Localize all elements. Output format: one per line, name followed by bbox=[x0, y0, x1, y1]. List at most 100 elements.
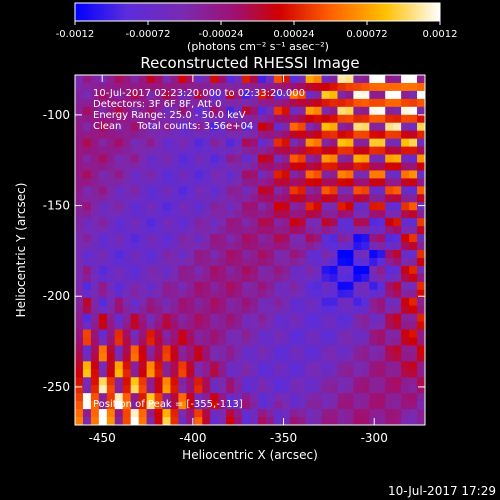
heatmap-cell bbox=[289, 242, 299, 251]
heatmap-cell bbox=[361, 369, 370, 378]
heatmap-cell bbox=[297, 146, 307, 156]
heatmap-cell bbox=[138, 186, 148, 195]
heatmap-cell bbox=[178, 106, 187, 116]
heatmap-cell bbox=[210, 393, 219, 402]
heatmap-cell bbox=[210, 281, 219, 291]
heatmap-cell bbox=[265, 114, 275, 124]
heatmap-cell bbox=[226, 361, 235, 370]
heatmap-cell bbox=[361, 329, 370, 338]
heatmap-cell bbox=[273, 210, 283, 219]
heatmap-cell bbox=[210, 377, 219, 386]
heatmap-cell bbox=[218, 297, 227, 307]
heatmap-cell bbox=[385, 297, 394, 307]
heatmap-cell bbox=[106, 122, 116, 132]
heatmap-cell bbox=[154, 170, 163, 179]
heatmap-cell bbox=[234, 242, 243, 251]
heatmap-cell bbox=[321, 289, 331, 299]
heatmap-cell bbox=[202, 313, 211, 323]
heatmap-cell bbox=[186, 265, 195, 275]
heatmap-cell bbox=[265, 417, 275, 425]
heatmap-cell bbox=[82, 305, 92, 315]
heatmap-cell bbox=[329, 154, 338, 163]
heatmap-cell bbox=[273, 162, 283, 171]
heatmap-cell bbox=[265, 202, 275, 211]
heatmap-cell bbox=[186, 257, 195, 267]
heatmap-cell bbox=[202, 409, 211, 418]
heatmap-cell bbox=[178, 329, 187, 338]
heatmap-cell bbox=[98, 154, 108, 163]
heatmap-cell bbox=[361, 106, 370, 116]
heatmap-cell bbox=[321, 242, 331, 251]
heatmap-cell bbox=[90, 234, 100, 243]
heatmap-cell bbox=[417, 242, 425, 251]
heatmap-cell bbox=[409, 75, 418, 84]
heatmap-cell bbox=[202, 369, 211, 378]
heatmap-cell bbox=[297, 122, 307, 132]
heatmap-cell bbox=[130, 98, 140, 108]
heatmap-cell bbox=[297, 297, 307, 307]
heatmap-cell bbox=[162, 417, 171, 425]
heatmap-cell bbox=[114, 146, 124, 156]
heatmap-cell bbox=[82, 178, 92, 187]
heatmap-cell bbox=[178, 305, 187, 315]
heatmap-cell bbox=[329, 178, 338, 187]
heatmap-cell bbox=[242, 106, 251, 116]
heatmap-cell bbox=[122, 377, 132, 386]
heatmap-cell bbox=[106, 305, 116, 315]
heatmap-cell bbox=[234, 218, 243, 227]
heatmap-cell bbox=[401, 353, 410, 362]
heatmap-cell bbox=[154, 401, 163, 410]
heatmap-cell bbox=[273, 82, 283, 92]
heatmap-cell bbox=[82, 289, 92, 299]
heatmap-cell bbox=[178, 210, 187, 219]
heatmap-cell bbox=[273, 393, 283, 402]
heatmap-cell bbox=[122, 138, 132, 148]
heatmap-cell bbox=[329, 170, 338, 179]
heatmap-cell bbox=[75, 353, 84, 362]
heatmap-cell bbox=[393, 337, 402, 346]
heatmap-cell bbox=[210, 210, 219, 219]
heatmap-cell bbox=[106, 146, 116, 156]
heatmap-cell bbox=[353, 218, 362, 227]
heatmap-cell bbox=[409, 250, 418, 259]
heatmap-cell bbox=[98, 297, 108, 307]
heatmap-cell bbox=[297, 226, 307, 235]
heatmap-cell bbox=[329, 321, 338, 331]
heatmap-cell bbox=[297, 273, 307, 283]
heatmap-cell bbox=[409, 194, 418, 203]
heatmap-cell bbox=[321, 385, 331, 394]
heatmap-cell bbox=[218, 321, 227, 331]
heatmap-cell bbox=[234, 385, 243, 394]
heatmap-cell bbox=[114, 154, 124, 163]
heatmap-cell bbox=[417, 393, 425, 402]
heatmap-cell bbox=[106, 377, 116, 386]
heatmap-cell bbox=[82, 202, 92, 211]
heatmap-cell bbox=[146, 273, 156, 283]
heatmap-cell bbox=[337, 122, 346, 132]
heatmap-cell bbox=[218, 305, 227, 315]
heatmap-cell bbox=[353, 186, 362, 195]
heatmap-cell bbox=[122, 98, 132, 108]
heatmap-cell bbox=[130, 385, 140, 394]
heatmap-cell bbox=[154, 377, 163, 386]
heatmap-cell bbox=[313, 114, 323, 124]
heatmap-cell bbox=[417, 194, 425, 203]
heatmap-cell bbox=[409, 226, 418, 235]
heatmap-cell bbox=[210, 353, 219, 362]
heatmap-cell bbox=[210, 90, 219, 100]
x-tick-label: -400 bbox=[179, 431, 206, 445]
heatmap-cell bbox=[297, 130, 307, 140]
heatmap-cell bbox=[305, 393, 315, 402]
heatmap-cell bbox=[361, 289, 370, 299]
heatmap-cell bbox=[98, 146, 108, 156]
heatmap-cell bbox=[82, 146, 92, 156]
heatmap-cell bbox=[273, 170, 283, 179]
heatmap-cell bbox=[178, 313, 187, 323]
heatmap-cell bbox=[146, 377, 156, 386]
heatmap-cell bbox=[313, 369, 323, 378]
heatmap-cell bbox=[82, 353, 92, 362]
heatmap-cell bbox=[313, 250, 323, 259]
heatmap-cell bbox=[122, 234, 132, 243]
heatmap-cell bbox=[369, 289, 378, 299]
heatmap-cell bbox=[305, 353, 315, 362]
